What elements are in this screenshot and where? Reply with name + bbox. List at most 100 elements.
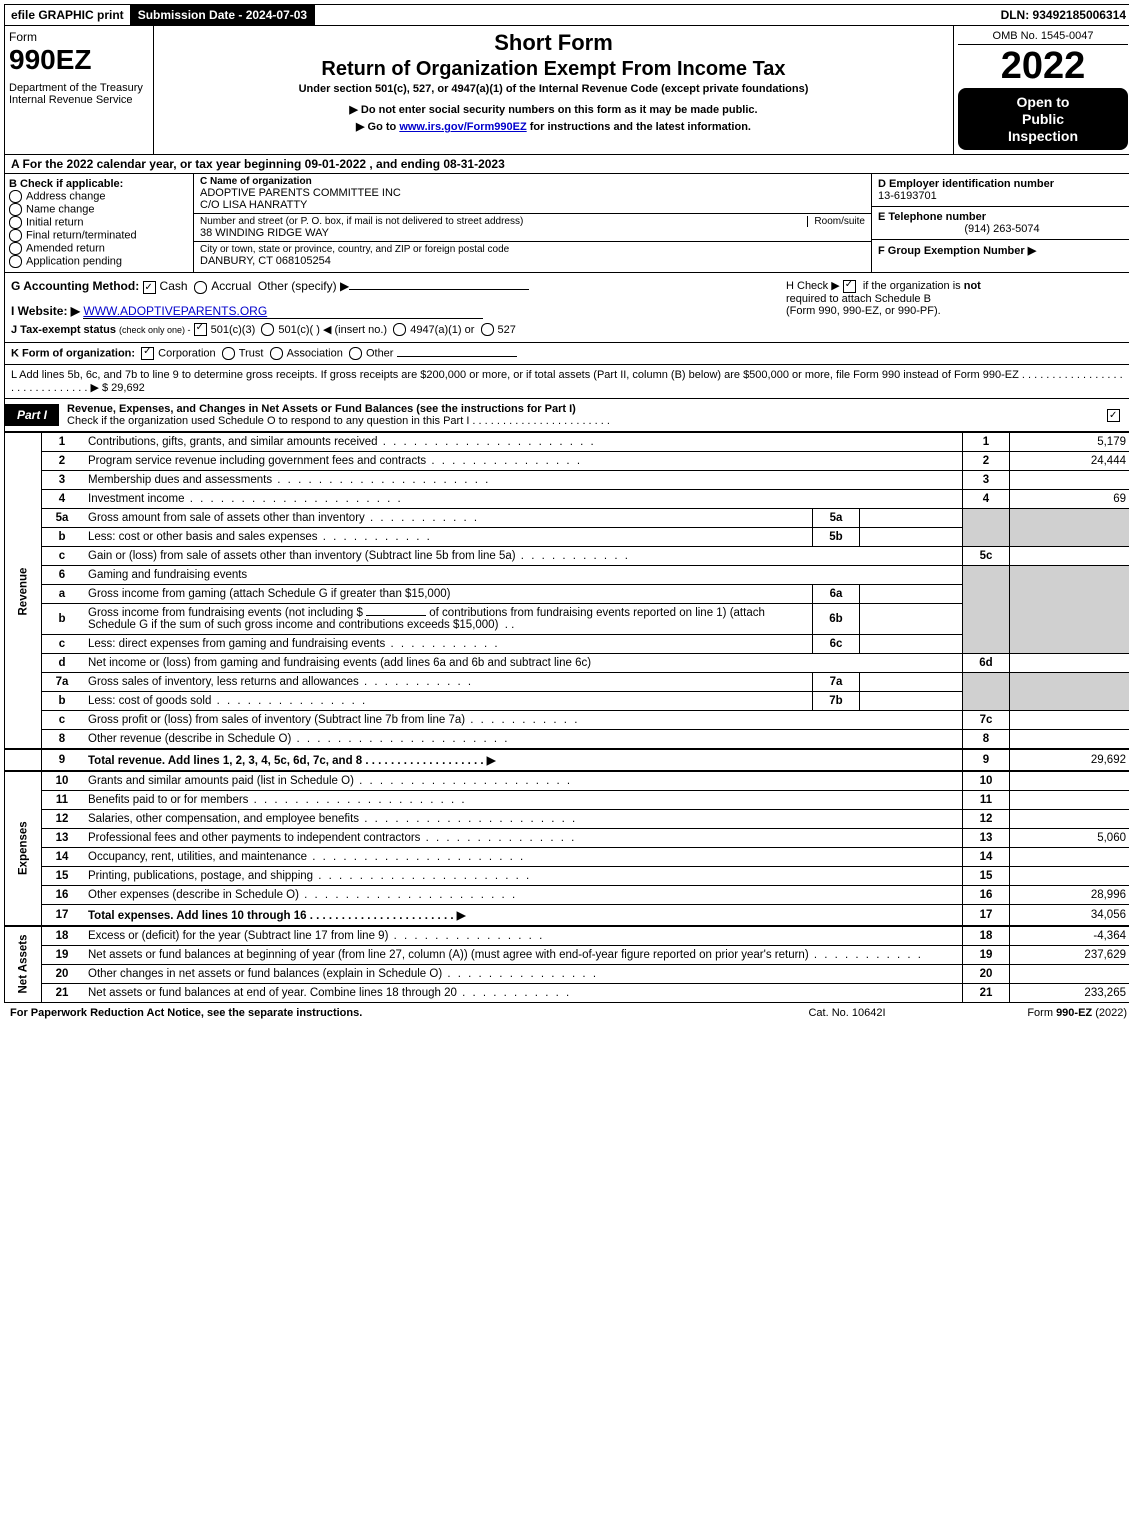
l16-v: 28,996: [1010, 886, 1129, 905]
submission-date: Submission Date - 2024-07-03: [132, 5, 315, 25]
l15-v: [1010, 867, 1129, 886]
l20-desc: Other changes in net assets or fund bala…: [88, 968, 598, 980]
cb-501c3[interactable]: [194, 323, 207, 336]
website-link[interactable]: WWW.ADOPTIVEPARENTS.ORG: [83, 304, 267, 318]
ein-block: D Employer identification number 13-6193…: [872, 174, 1129, 207]
column-d-ids: D Employer identification number 13-6193…: [872, 174, 1129, 272]
l7ab-shade: [963, 673, 1010, 711]
l6b-desc1: Gross income from fundraising events (no…: [88, 607, 363, 619]
cb-application-pending[interactable]: Application pending: [9, 255, 189, 268]
line-1: Revenue 1 Contributions, gifts, grants, …: [5, 433, 1129, 452]
h-text3: required to attach Schedule B: [786, 293, 1126, 305]
cb-schedule-o-used[interactable]: [1107, 409, 1120, 422]
l6b-mv: [860, 604, 963, 635]
cb-name-change[interactable]: Name change: [9, 203, 189, 216]
l5ab-shade-v: [1010, 509, 1129, 547]
website-label: I Website: ▶: [11, 304, 80, 318]
line-5c: c Gain or (loss) from sale of assets oth…: [5, 547, 1129, 566]
cb-accrual[interactable]: [194, 281, 207, 294]
efile-print-button[interactable]: efile GRAPHIC print: [5, 5, 132, 25]
l14-desc: Occupancy, rent, utilities, and maintena…: [88, 851, 525, 863]
l11-desc: Benefits paid to or for members: [88, 794, 467, 806]
cb-schedule-b[interactable]: [843, 280, 856, 293]
l19-desc: Net assets or fund balances at beginning…: [88, 949, 923, 961]
l9-no: 9: [42, 749, 83, 771]
l5b-mn: 5b: [813, 528, 860, 547]
city-label: City or town, state or province, country…: [200, 244, 865, 255]
l-text: L Add lines 5b, 6c, and 7b to line 9 to …: [11, 369, 1123, 394]
l6d-desc: Net income or (loss) from gaming and fun…: [82, 654, 963, 673]
cb-amended-return[interactable]: Amended return: [9, 242, 189, 255]
website-row: I Website: ▶ WWW.ADOPTIVEPARENTS.ORG: [11, 304, 774, 319]
cb-association[interactable]: [270, 347, 283, 360]
line-7a: 7a Gross sales of inventory, less return…: [5, 673, 1129, 692]
cb-address-change[interactable]: Address change: [9, 190, 189, 203]
l4-no: 4: [42, 490, 83, 509]
l17-no: 17: [42, 905, 83, 927]
main-title: Return of Organization Exempt From Incom…: [158, 58, 949, 81]
header-left: Form 990EZ Department of the Treasury In…: [5, 26, 154, 154]
other-org-field[interactable]: [397, 356, 517, 357]
line-21: 21 Net assets or fund balances at end of…: [5, 984, 1129, 1003]
k-label: K Form of organization:: [11, 348, 135, 360]
ssn-warning: Do not enter social security numbers on …: [158, 103, 949, 116]
cb-527[interactable]: [481, 323, 494, 336]
omb-number: OMB No. 1545-0047: [958, 30, 1128, 45]
footer-right-bold: 990-EZ: [1056, 1007, 1092, 1019]
cb-initial-return[interactable]: Initial return: [9, 216, 189, 229]
l21-desc: Net assets or fund balances at end of ye…: [88, 987, 571, 999]
cb-name-change-label: Name change: [26, 204, 95, 216]
revenue-side-label: Revenue: [5, 433, 42, 750]
cb-501c[interactable]: [261, 323, 274, 336]
l6a-mn: 6a: [813, 585, 860, 604]
l6b-blank[interactable]: [366, 615, 426, 616]
l7a-mn: 7a: [813, 673, 860, 692]
l21-no: 21: [42, 984, 83, 1003]
l1-v: 5,179: [1010, 433, 1129, 452]
l5a-mn: 5a: [813, 509, 860, 528]
part-1-label: Part I: [5, 404, 59, 426]
care-of: C/O LISA HANRATTY: [200, 199, 865, 211]
header-right: OMB No. 1545-0047 2022 Open to Public In…: [954, 26, 1129, 154]
l6abc-shade-v: [1010, 566, 1129, 654]
l21-v: 233,265: [1010, 984, 1129, 1003]
goto-post: for instructions and the latest informat…: [527, 121, 751, 133]
cb-application-pending-label: Application pending: [26, 256, 122, 268]
footer-right: Form 990-EZ (2022): [947, 1007, 1127, 1019]
cb-corporation[interactable]: [141, 347, 154, 360]
l2-desc: Program service revenue including govern…: [88, 455, 582, 467]
cb-4947[interactable]: [393, 323, 406, 336]
l5c-n: 5c: [963, 547, 1010, 566]
j-label: J Tax-exempt status: [11, 324, 116, 336]
org-name: ADOPTIVE PARENTS COMMITTEE INC: [200, 187, 865, 199]
line-8: 8 Other revenue (describe in Schedule O)…: [5, 730, 1129, 750]
l5a-mv: [860, 509, 963, 528]
section-a-tax-year: A For the 2022 calendar year, or tax yea…: [4, 155, 1129, 174]
ein-value: 13-6193701: [878, 190, 1126, 202]
open-public-badge: Open to Public Inspection: [958, 88, 1128, 150]
ein-label: D Employer identification number: [878, 178, 1126, 190]
l13-v: 5,060: [1010, 829, 1129, 848]
cb-other-org[interactable]: [349, 347, 362, 360]
irs-link[interactable]: www.irs.gov/Form990EZ: [399, 121, 526, 133]
line-15: 15 Printing, publications, postage, and …: [5, 867, 1129, 886]
l6c-desc: Less: direct expenses from gaming and fu…: [88, 638, 500, 650]
line-18: Net Assets 18 Excess or (deficit) for th…: [5, 926, 1129, 946]
cb-cash[interactable]: [143, 281, 156, 294]
short-form-title: Short Form: [158, 30, 949, 56]
l14-n: 14: [963, 848, 1010, 867]
info-block: B Check if applicable: Address change Na…: [4, 174, 1129, 273]
part-1-title-text: Revenue, Expenses, and Changes in Net As…: [67, 403, 576, 415]
l8-n: 8: [963, 730, 1010, 750]
tel-value: (914) 263-5074: [878, 223, 1126, 235]
cb-amended-return-label: Amended return: [26, 243, 105, 255]
line-19: 19 Net assets or fund balances at beginn…: [5, 946, 1129, 965]
l2-n: 2: [963, 452, 1010, 471]
other-specify-field[interactable]: [349, 289, 529, 290]
cb-final-return[interactable]: Final return/terminated: [9, 229, 189, 242]
l3-no: 3: [42, 471, 83, 490]
l6b-mn: 6b: [813, 604, 860, 635]
l10-n: 10: [963, 771, 1010, 791]
cb-trust[interactable]: [222, 347, 235, 360]
l11-no: 11: [42, 791, 83, 810]
